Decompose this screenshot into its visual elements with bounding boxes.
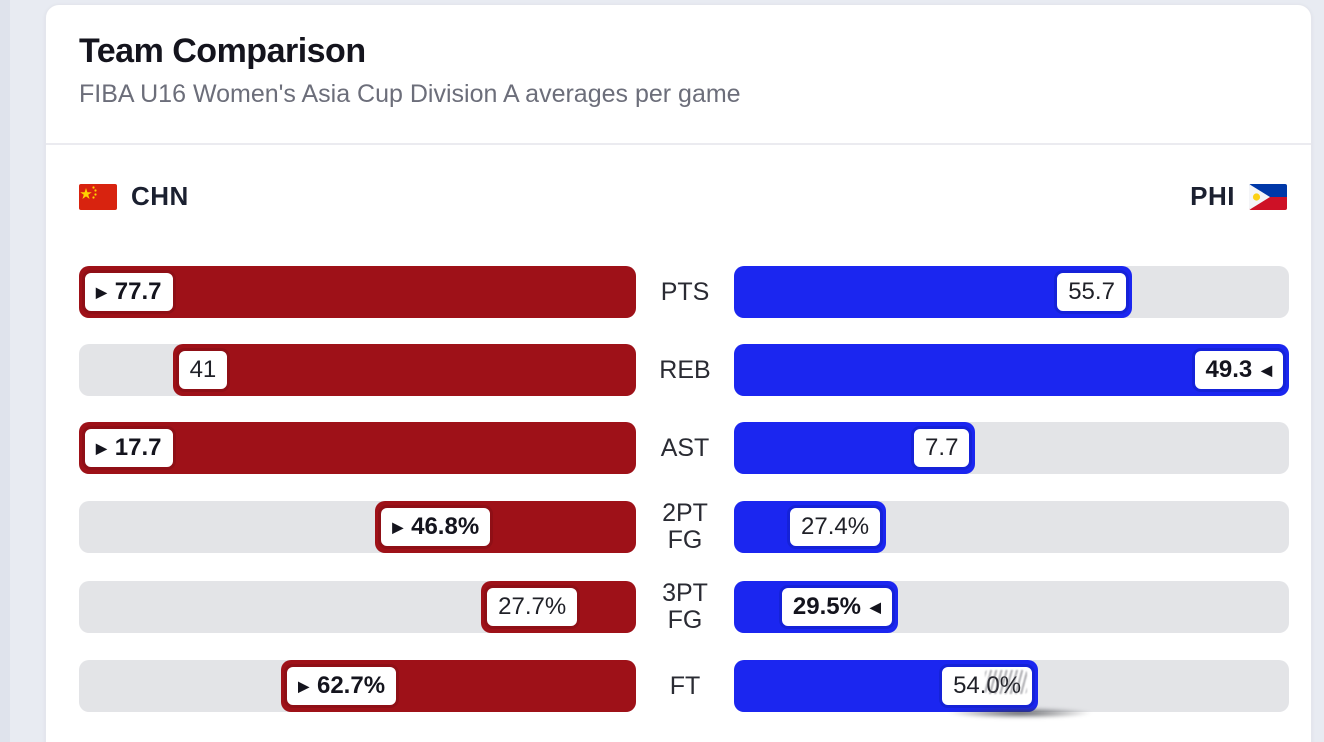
stat-rows: ▶ 77.7 PTS 55.7 41 REB 49.3 ◀ ▶ 17.7 AST 7.7 ▶ 46.8% 2…	[46, 266, 1311, 712]
left-value-text: 77.7	[114, 278, 162, 305]
left-team-bar-track: 41	[79, 344, 636, 396]
right-value-box: 55.7	[1054, 270, 1129, 314]
left-team-bar-fill: ▶ 77.7	[79, 266, 636, 318]
left-team-bar-fill: ▶ 62.7%	[281, 660, 636, 712]
right-win-arrow-icon: ◀	[869, 599, 881, 615]
philippines-flag-icon	[1249, 183, 1287, 210]
left-value-box: ▶ 17.7	[82, 426, 176, 470]
page-background-strip	[0, 0, 10, 742]
left-value-text: 46.8%	[411, 513, 480, 540]
left-win-arrow-icon: ▶	[96, 440, 107, 456]
left-team-bar-track: ▶ 62.7%	[79, 660, 636, 712]
right-team-bar-fill: 29.5% ◀	[734, 581, 898, 633]
stat-row: 41 REB 49.3 ◀	[79, 344, 1311, 396]
left-team-bar-fill: 27.7%	[481, 581, 636, 633]
right-value-text: 7.7	[925, 434, 959, 461]
left-value-box: ▶ 46.8%	[378, 505, 494, 549]
right-value-box: 29.5% ◀	[778, 585, 895, 629]
china-flag-icon	[79, 183, 117, 210]
stat-row: ▶ 17.7 AST 7.7	[79, 422, 1311, 474]
right-team-bar-track: 27.4%	[734, 501, 1289, 553]
left-win-arrow-icon: ▶	[96, 284, 107, 300]
left-team-bar-track: ▶ 46.8%	[79, 501, 636, 553]
right-value-text: 29.5%	[792, 593, 861, 620]
right-team-bar-fill: 55.7	[734, 266, 1132, 318]
team-right: PHI	[1190, 181, 1287, 212]
right-value-text: 54.0%	[953, 672, 1022, 699]
stat-label: AST	[636, 433, 734, 462]
left-team-bar-fill: ▶ 17.7	[79, 422, 636, 474]
stat-label-line: FG	[667, 606, 703, 634]
stat-label: REB	[636, 355, 734, 384]
team-left-code: CHN	[131, 181, 189, 211]
right-value-text: 49.3	[1205, 356, 1253, 383]
stat-row: 27.7% 3PT FG 29.5% ◀	[79, 580, 1311, 634]
left-value-text: 27.7%	[498, 593, 567, 620]
right-team-bar-track: 29.5% ◀	[734, 581, 1289, 633]
stat-label-line: PTS	[660, 277, 710, 306]
page-title: Team Comparison	[79, 32, 366, 70]
left-win-arrow-icon: ▶	[392, 519, 404, 535]
page-subtitle: FIBA U16 Women's Asia Cup Division A ave…	[79, 80, 741, 108]
teams-header-row: CHN PHI	[46, 181, 1311, 212]
right-team-bar-fill: 7.7	[734, 422, 976, 474]
left-value-box: ▶ 77.7	[82, 270, 176, 314]
right-team-bar-track: 49.3 ◀	[734, 344, 1289, 396]
stat-label-line: 2PT	[662, 499, 708, 527]
stat-row: ▶ 62.7% FT 54.0%	[79, 660, 1311, 712]
right-team-bar-fill: 49.3 ◀	[734, 344, 1289, 396]
right-team-bar-track: 55.7	[734, 266, 1289, 318]
card-header: Team Comparison FIBA U16 Women's Asia Cu…	[46, 5, 1311, 145]
right-value-box: 49.3 ◀	[1191, 348, 1286, 392]
right-team-bar-fill: 27.4%	[734, 501, 887, 553]
stat-label-line: REB	[659, 355, 711, 384]
stat-row: ▶ 46.8% 2PT FG 27.4%	[79, 500, 1311, 554]
left-value-text: 62.7%	[316, 672, 386, 699]
right-team-bar-track: 7.7	[734, 422, 1289, 474]
left-team-bar-fill: 41	[172, 344, 636, 396]
left-value-text: 41	[189, 356, 217, 383]
left-win-arrow-icon: ▶	[298, 678, 309, 694]
stat-label-line: FG	[667, 526, 703, 554]
right-value-box: 7.7	[911, 426, 973, 470]
right-team-bar-fill: 54.0%	[734, 660, 1039, 712]
team-comparison-card: Team Comparison FIBA U16 Women's Asia Cu…	[45, 4, 1312, 742]
stat-label: 2PT FG	[636, 500, 734, 554]
right-value-text: 55.7	[1068, 278, 1115, 305]
left-team-bar-track: 27.7%	[79, 581, 636, 633]
left-team-bar-fill: ▶ 46.8%	[375, 501, 636, 553]
left-value-box: ▶ 62.7%	[284, 664, 400, 708]
stat-label-line: 3PT	[662, 579, 708, 607]
team-right-code: PHI	[1190, 181, 1235, 211]
right-value-box: 54.0%	[939, 664, 1036, 708]
left-value-text: 17.7	[114, 434, 162, 461]
right-win-arrow-icon: ◀	[1261, 362, 1272, 378]
stat-label: FT	[636, 671, 734, 700]
left-team-bar-track: ▶ 17.7	[79, 422, 636, 474]
left-value-box: 27.7%	[484, 585, 581, 629]
stat-label-line: FT	[669, 671, 701, 700]
stat-label: 3PT FG	[636, 580, 734, 634]
stat-label-line: AST	[660, 433, 710, 462]
stat-label: PTS	[636, 277, 734, 306]
stat-row: ▶ 77.7 PTS 55.7	[79, 266, 1311, 318]
team-left: CHN	[79, 181, 189, 212]
left-value-box: 41	[175, 348, 231, 392]
right-value-box: 27.4%	[787, 505, 884, 549]
right-value-text: 27.4%	[801, 513, 870, 540]
left-team-bar-track: ▶ 77.7	[79, 266, 636, 318]
right-team-bar-track: 54.0%	[734, 660, 1289, 712]
